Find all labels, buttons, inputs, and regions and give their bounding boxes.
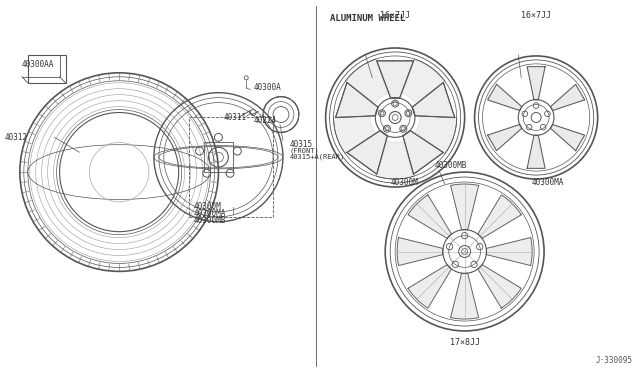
Bar <box>189 118 273 217</box>
Polygon shape <box>408 264 451 308</box>
Polygon shape <box>486 237 532 266</box>
Polygon shape <box>550 84 584 110</box>
Text: 40300MA: 40300MA <box>193 209 226 218</box>
Polygon shape <box>412 83 454 118</box>
Polygon shape <box>550 125 584 151</box>
Text: 16×7JJ: 16×7JJ <box>521 11 551 20</box>
Polygon shape <box>451 273 479 319</box>
Bar <box>28 55 65 83</box>
Text: 40300MB: 40300MB <box>193 216 226 225</box>
Polygon shape <box>478 264 521 308</box>
Polygon shape <box>478 195 521 238</box>
Text: ALUMINUM WHEEL: ALUMINUM WHEEL <box>330 14 405 23</box>
Polygon shape <box>346 59 387 103</box>
Text: 40300M: 40300M <box>193 202 221 211</box>
Text: 40300A: 40300A <box>253 83 281 92</box>
Polygon shape <box>377 61 413 98</box>
Text: 40300M: 40300M <box>390 177 418 186</box>
Polygon shape <box>403 131 444 174</box>
Text: 40312: 40312 <box>5 133 28 142</box>
Text: 40315+A(REAR): 40315+A(REAR) <box>290 154 345 160</box>
Polygon shape <box>397 237 443 266</box>
Text: 17×8JJ: 17×8JJ <box>450 339 479 347</box>
Polygon shape <box>527 67 545 100</box>
Text: 40300MA: 40300MA <box>531 177 564 186</box>
Polygon shape <box>488 125 522 151</box>
Text: 40224: 40224 <box>253 116 276 125</box>
Polygon shape <box>488 84 522 110</box>
Text: J·330095: J·330095 <box>596 356 633 365</box>
Text: 40311: 40311 <box>223 113 246 122</box>
Text: 40300AA: 40300AA <box>22 60 54 69</box>
Polygon shape <box>376 141 414 179</box>
Polygon shape <box>451 184 479 230</box>
Polygon shape <box>403 59 445 103</box>
Polygon shape <box>335 83 378 118</box>
Polygon shape <box>347 131 387 174</box>
Polygon shape <box>415 118 457 154</box>
Text: 16×7JJ: 16×7JJ <box>380 11 410 20</box>
Bar <box>204 142 234 172</box>
Polygon shape <box>333 118 375 154</box>
Text: (FRONT): (FRONT) <box>290 147 319 154</box>
Polygon shape <box>527 135 545 169</box>
Polygon shape <box>408 195 451 238</box>
Text: 40315: 40315 <box>290 140 313 149</box>
Text: 40300MB: 40300MB <box>435 161 467 170</box>
